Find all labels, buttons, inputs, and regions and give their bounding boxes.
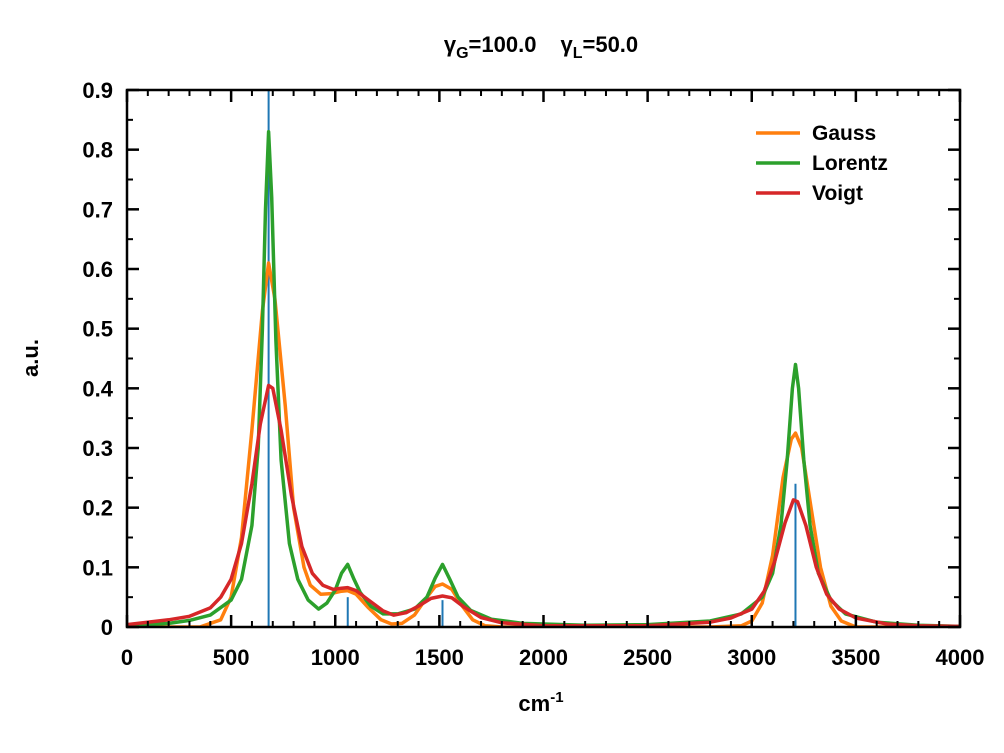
x-tick-labels: 0 500 1000 1500 2000 2500 3000 3500 4000 <box>121 645 985 670</box>
legend-label-gauss: Gauss <box>812 122 876 145</box>
title-gamma-l-symbol: γ <box>560 32 573 57</box>
x-tick-label: 3500 <box>831 645 880 670</box>
y-tick-label: 0.7 <box>82 197 113 222</box>
series-line-gauss <box>127 261 960 627</box>
x-tick-label: 4000 <box>936 645 985 670</box>
title-gamma-l-value: =50.0 <box>582 32 638 57</box>
x-tick-label: 2500 <box>623 645 672 670</box>
y-tick-label: 0.5 <box>82 317 113 342</box>
y-tick-label: 0.4 <box>82 376 113 401</box>
series-line-lorentz <box>127 130 960 627</box>
title-gamma-l-sub: L <box>573 45 583 62</box>
x-tick-label: 0 <box>121 645 133 670</box>
y-tick-label: 0.3 <box>82 436 113 461</box>
series-line-voigt <box>127 383 960 627</box>
x-tick-label: 500 <box>213 645 250 670</box>
y-axis-label: a.u. <box>18 339 43 377</box>
y-tick-label: 0.8 <box>82 138 113 163</box>
y-tick-label: 0.6 <box>82 257 113 282</box>
x-axis-label-base: cm <box>518 691 550 716</box>
y-tick-label: 0.2 <box>82 496 113 521</box>
legend: Gauss Lorentz Voigt <box>756 122 888 205</box>
chart-title: γG=100.0 γL=50.0 <box>444 32 638 62</box>
x-axis-label-sup: -1 <box>550 689 563 706</box>
y-tick-label: 0.1 <box>82 555 113 580</box>
x-tick-label: 1500 <box>415 645 464 670</box>
y-tick-label: 0 <box>101 615 113 640</box>
legend-label-voigt: Voigt <box>812 182 863 205</box>
y-tick-labels: 0 0.1 0.2 0.3 0.4 0.5 0.6 0.7 0.8 0.9 <box>82 78 113 640</box>
legend-label-lorentz: Lorentz <box>812 152 888 175</box>
x-tick-label: 1000 <box>311 645 360 670</box>
y-tick-label: 0.9 <box>82 78 113 103</box>
x-axis-label: cm-1 <box>518 689 563 716</box>
x-tick-label: 2000 <box>519 645 568 670</box>
title-gamma-g-sub: G <box>456 45 468 62</box>
plot-frame <box>125 88 962 629</box>
title-gamma-g-symbol: γ <box>444 32 457 57</box>
title-gamma-g-value: =100.0 <box>469 32 537 57</box>
x-tick-label: 3000 <box>727 645 776 670</box>
stick-spectrum <box>267 90 797 627</box>
series-layer <box>127 130 960 627</box>
